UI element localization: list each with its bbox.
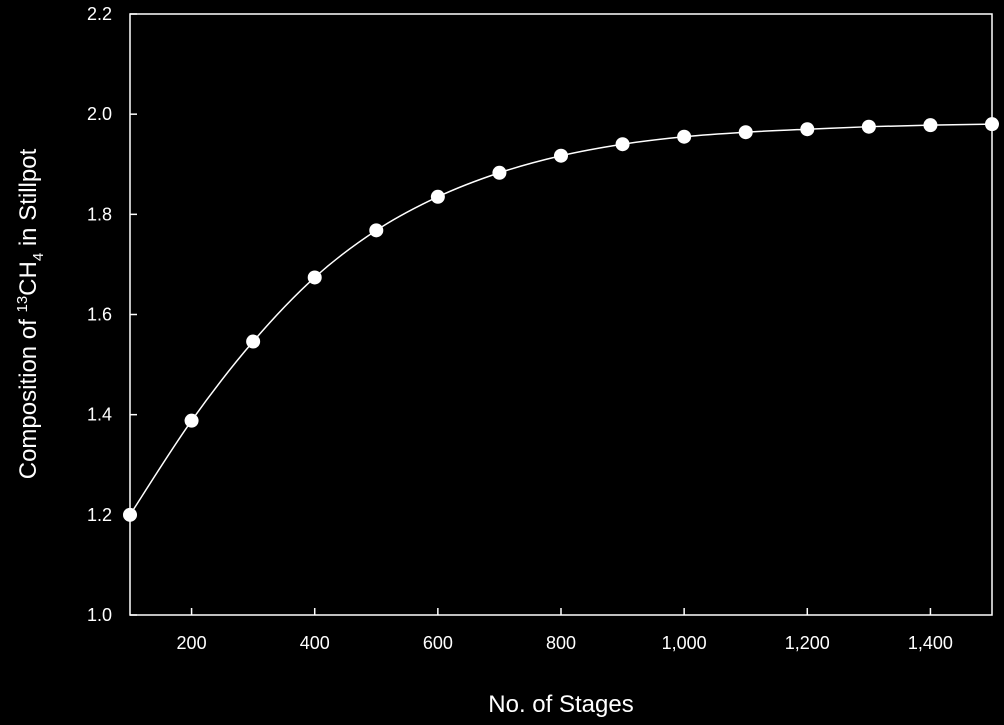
x-tick-label: 800 [546,633,576,653]
data-point [123,507,137,522]
y-tick-label: 1.6 [87,305,112,325]
data-point [738,125,753,140]
plot-frame [129,13,993,616]
y-axis-title-superscript: 13 [14,296,31,313]
y-tick-label: 1.4 [87,405,112,425]
y-tick-label: 2.2 [87,4,112,24]
data-point [184,413,199,428]
y-axis-title-subscript: 4 [30,253,47,261]
x-tick-label: 1,400 [908,633,953,653]
y-axis-title-mid: CH [15,261,42,296]
y-axis-title: Composition of 13CH4 in Stillpot [14,148,47,479]
data-point [554,148,568,163]
data-point [615,137,630,152]
x-axis: 200 400 600 800 1,000 1,200 1,400 [177,608,953,653]
x-tick-label: 200 [177,633,207,653]
y-tick-label: 1.2 [87,505,112,525]
series-points [123,117,999,522]
y-tick-label: 1.0 [87,605,112,625]
x-tick-label: 400 [300,633,330,653]
data-point [369,223,384,238]
x-axis-title: No. of Stages [488,691,633,718]
data-point [492,165,507,180]
data-point [307,270,322,285]
y-axis: 1.0 1.2 1.4 1.6 1.8 2.0 2.2 [87,4,137,625]
series-line [129,123,993,516]
y-tick-label: 2.0 [87,104,112,124]
y-tick-label: 1.8 [87,204,112,224]
x-tick-label: 600 [423,633,453,653]
y-axis-title-prefix: Composition of [15,313,42,480]
data-point [985,117,999,132]
data-point [430,189,445,204]
data-point [246,334,261,349]
x-tick-label: 1,200 [785,633,830,653]
data-point [800,122,815,137]
y-axis-title-suffix: in Stillpot [15,148,42,252]
data-point [677,129,692,144]
x-tick-label: 1,000 [662,633,707,653]
data-point [923,118,938,133]
data-point [861,119,876,134]
